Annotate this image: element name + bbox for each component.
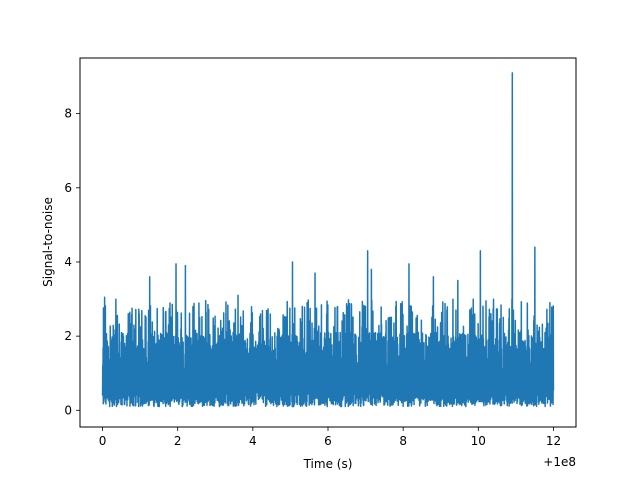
x-axis-label: Time (s) xyxy=(303,457,353,471)
x-tick-label: 4 xyxy=(249,434,257,448)
y-axis-ticks: 0 2 4 6 8 xyxy=(64,107,80,417)
y-axis-label: Signal-to-noise xyxy=(41,197,55,287)
series-line xyxy=(101,72,555,408)
x-tick-label: 2 xyxy=(174,434,182,448)
x-tick-label: 10 xyxy=(471,434,486,448)
y-tick-label: 4 xyxy=(64,255,72,269)
y-tick-label: 0 xyxy=(64,403,72,417)
x-axis-ticks: 0 2 4 6 8 10 12 xyxy=(99,427,561,448)
x-offset-label: +1e8 xyxy=(543,455,576,469)
y-tick-label: 6 xyxy=(64,181,72,195)
x-tick-label: 6 xyxy=(324,434,332,448)
y-tick-label: 8 xyxy=(64,107,72,121)
y-tick-label: 2 xyxy=(64,329,72,343)
x-tick-label: 12 xyxy=(546,434,561,448)
plot-layer xyxy=(101,72,555,408)
x-tick-label: 8 xyxy=(399,434,407,448)
x-tick-label: 0 xyxy=(99,434,107,448)
